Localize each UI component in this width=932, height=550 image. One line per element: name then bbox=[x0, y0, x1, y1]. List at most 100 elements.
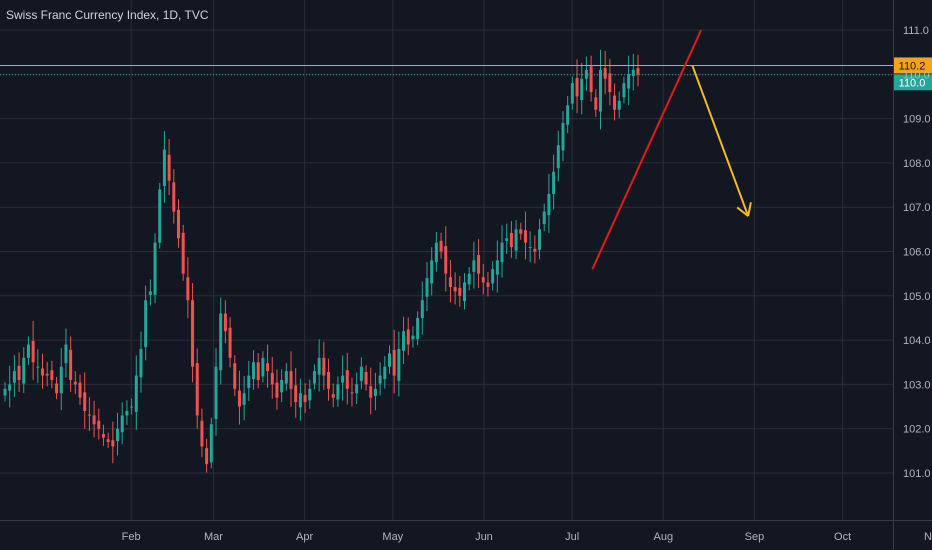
candle-body bbox=[566, 105, 570, 125]
last-price-label: 110.0 bbox=[899, 77, 926, 89]
last-price-badge bbox=[894, 74, 932, 91]
candle-body bbox=[186, 277, 190, 301]
candle-body bbox=[406, 329, 410, 345]
grid-lines bbox=[0, 0, 893, 520]
candle-body bbox=[561, 123, 565, 151]
x-tick-label: Mar bbox=[204, 531, 223, 543]
candle-body bbox=[331, 394, 335, 398]
candle-body bbox=[481, 277, 485, 283]
candle-body bbox=[3, 388, 7, 396]
candle-body bbox=[383, 366, 387, 380]
candle-body bbox=[350, 392, 354, 394]
candle-body bbox=[627, 74, 631, 89]
candle-body bbox=[533, 248, 537, 252]
candle-body bbox=[317, 357, 321, 375]
candle-body bbox=[205, 448, 209, 465]
y-tick-label: 103.0 bbox=[903, 379, 931, 391]
candle-body bbox=[261, 357, 265, 377]
candle-body bbox=[50, 370, 54, 380]
candle-body bbox=[402, 331, 406, 351]
x-tick-label: Oct bbox=[834, 531, 851, 543]
candle-body bbox=[130, 406, 134, 408]
projection-arrow-head bbox=[736, 206, 749, 217]
y-tick-label: 110.0 bbox=[903, 69, 930, 81]
candle-body bbox=[223, 313, 227, 332]
candle-body bbox=[106, 439, 110, 442]
candle-body bbox=[233, 363, 237, 389]
candle-body bbox=[275, 382, 279, 398]
candle-body bbox=[373, 388, 377, 396]
candle-body bbox=[636, 68, 640, 75]
candle-body bbox=[237, 390, 241, 407]
candle-body bbox=[575, 77, 579, 97]
candle-body bbox=[387, 353, 391, 367]
resistance-level-label: 110.2 bbox=[899, 60, 926, 72]
candle-body bbox=[392, 349, 396, 376]
candle-body bbox=[378, 375, 382, 384]
candle-body bbox=[477, 255, 481, 274]
candle-body bbox=[120, 415, 124, 433]
candle-body bbox=[134, 375, 138, 412]
candle-body bbox=[439, 240, 443, 252]
candle-body bbox=[41, 368, 45, 376]
candle-body bbox=[341, 375, 345, 383]
candle-body bbox=[505, 238, 509, 241]
candle-body bbox=[256, 362, 260, 380]
candle-body bbox=[97, 420, 101, 429]
candle-body bbox=[631, 69, 635, 77]
candle-body bbox=[552, 171, 556, 194]
candle-body bbox=[294, 385, 298, 403]
candle-body bbox=[420, 300, 424, 318]
candle-body bbox=[514, 229, 518, 251]
candle-body bbox=[176, 209, 180, 239]
candle-body bbox=[78, 382, 82, 398]
candle-body bbox=[17, 365, 21, 380]
candle-body bbox=[434, 242, 438, 263]
candle-body bbox=[509, 232, 513, 248]
candle-body bbox=[31, 340, 35, 363]
y-tick-label: 109.0 bbox=[903, 114, 931, 126]
candle-body bbox=[589, 66, 593, 93]
candle-body bbox=[519, 229, 523, 234]
candle-body bbox=[613, 95, 617, 110]
y-tick-label: 108.0 bbox=[903, 158, 931, 170]
candle-body bbox=[139, 348, 143, 378]
candle-body bbox=[270, 372, 274, 385]
candle-body bbox=[345, 370, 349, 389]
projection-arrow-shaft bbox=[691, 65, 750, 217]
candle-body bbox=[369, 386, 373, 398]
candle-body bbox=[364, 371, 368, 385]
candle-body bbox=[280, 379, 284, 393]
candle-body bbox=[111, 440, 115, 447]
candle-body bbox=[538, 229, 542, 250]
candle-body bbox=[594, 97, 598, 110]
candle-body bbox=[430, 260, 434, 284]
candle-body bbox=[486, 282, 490, 287]
y-tick-label: 111.0 bbox=[903, 25, 929, 37]
candle-body bbox=[327, 371, 331, 389]
candle-body bbox=[209, 424, 213, 463]
candle-body bbox=[252, 362, 256, 380]
projection-arrow-head bbox=[747, 202, 752, 217]
candle-body bbox=[92, 415, 96, 425]
candle-body bbox=[425, 278, 429, 297]
candle-body bbox=[397, 348, 401, 381]
candle-body bbox=[444, 246, 448, 274]
candle-body bbox=[355, 384, 359, 394]
candle-body bbox=[472, 260, 476, 272]
chart-title: Swiss Franc Currency Index, 1D, TVC bbox=[6, 8, 209, 22]
candle-body bbox=[622, 83, 626, 98]
candle-body bbox=[59, 366, 63, 394]
candle-body bbox=[144, 300, 148, 348]
rising-trendline bbox=[591, 29, 703, 270]
candle-body bbox=[322, 357, 326, 376]
x-tick-label: May bbox=[382, 531, 403, 543]
x-tick-label: Jun bbox=[475, 531, 493, 543]
candle-body bbox=[101, 434, 105, 438]
candle-body bbox=[584, 69, 588, 79]
candle-body bbox=[200, 420, 204, 447]
candle-body bbox=[8, 384, 12, 391]
